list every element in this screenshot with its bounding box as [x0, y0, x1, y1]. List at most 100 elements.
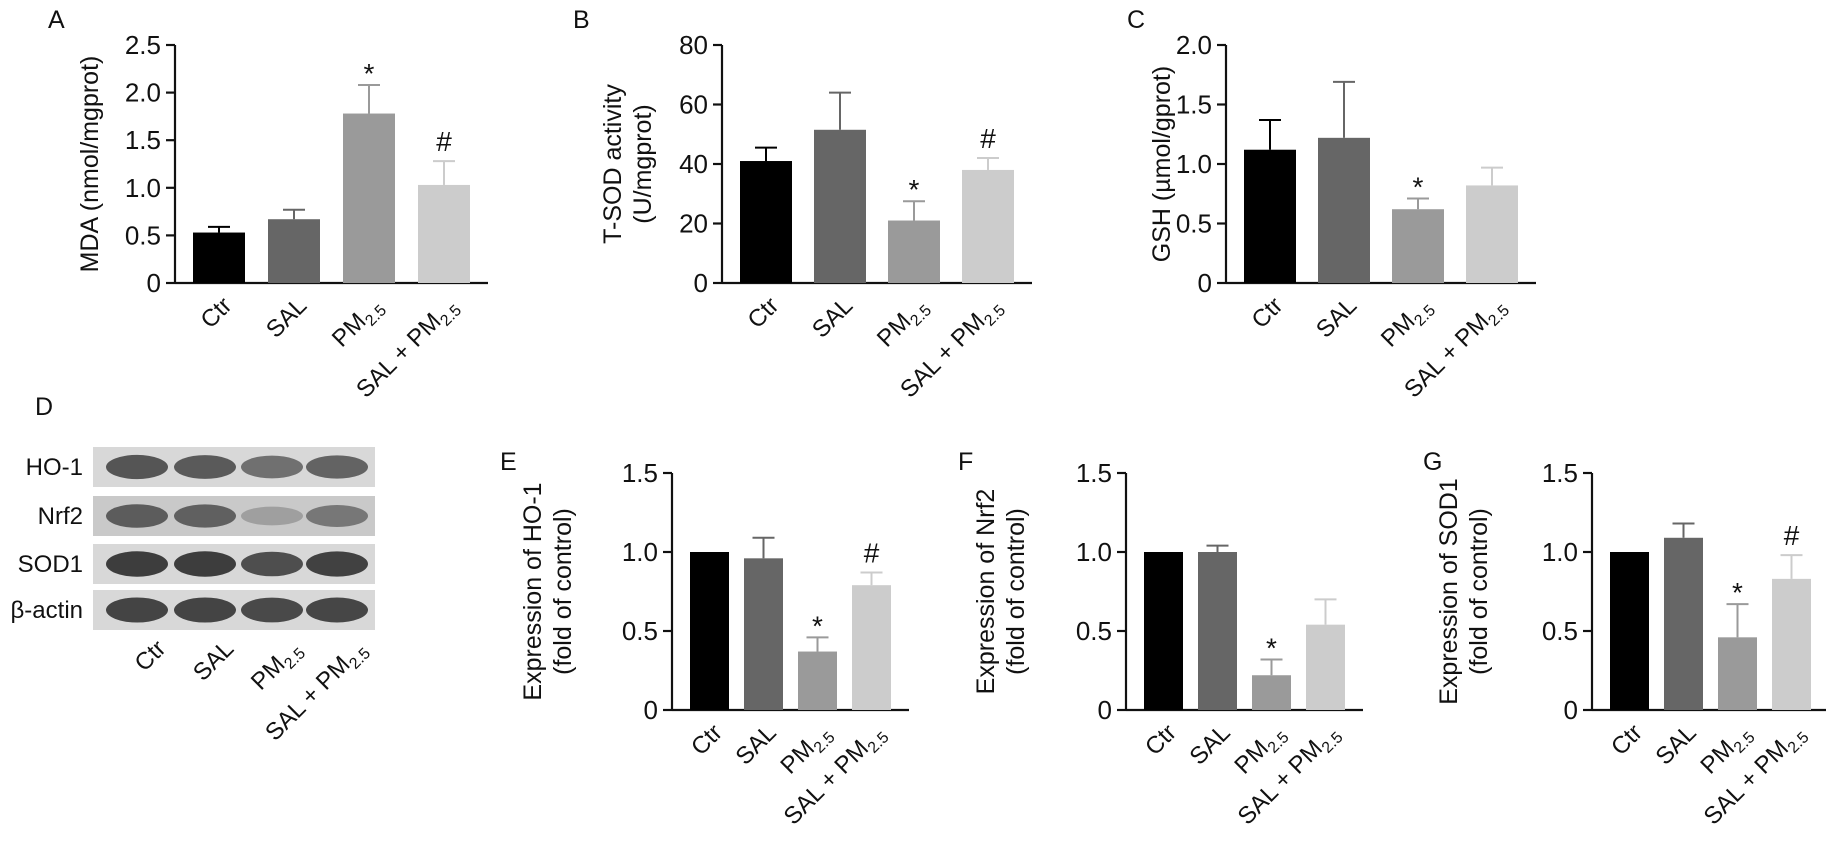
- y-tick-label-B-4: 80: [679, 30, 708, 60]
- y-tick-label-B-0: 0: [694, 268, 708, 298]
- y-tick-label-A-2: 1.0: [125, 173, 161, 203]
- bar-E-3: [852, 585, 891, 710]
- bar-G-0: [1610, 552, 1649, 710]
- category-label-F-0: Ctr: [1140, 719, 1182, 761]
- bar-B-1: [814, 129, 866, 283]
- category-label-B-0: Ctr: [743, 292, 785, 334]
- y-tick-label-A-4: 2.0: [125, 78, 161, 108]
- bar-G-3: [1772, 578, 1811, 710]
- bar-G-1: [1664, 537, 1703, 710]
- y-axis-title-B: T-SOD activity(U/mgprot): [599, 84, 657, 244]
- category-label-B-1: SAL: [807, 292, 858, 343]
- category-label-B-2: PM2.5: [872, 292, 935, 355]
- y-tick-label-F-1: 0.5: [1076, 616, 1112, 646]
- panel-letter-G: G: [1423, 448, 1442, 476]
- y-tick-label-G-1: 0.5: [1542, 616, 1578, 646]
- blot-band-2-0: [106, 551, 168, 577]
- y-axis-title-C: GSH (µmol/gprot): [1148, 66, 1176, 262]
- blot-band-0-0: [106, 454, 168, 480]
- y-tick-label-E-0: 0: [644, 695, 658, 725]
- significance-mark-A-2: *: [364, 58, 375, 89]
- bar-B-3: [962, 169, 1014, 283]
- blot-row-label-1: Nrf2: [38, 503, 83, 530]
- bar-C-3: [1466, 185, 1518, 283]
- bar-E-2: [798, 651, 837, 710]
- panel-letter-E: E: [500, 448, 517, 476]
- blot-band-3-2: [241, 597, 303, 623]
- category-label-C-3: SAL + PM2.5: [1399, 292, 1513, 406]
- bar-C-0: [1244, 149, 1296, 283]
- y-tick-label-E-2: 1.0: [622, 537, 658, 567]
- y-tick-label-G-3: 1.5: [1542, 458, 1578, 488]
- category-label-B-3: SAL + PM2.5: [895, 292, 1009, 406]
- chart-panel-E: E 0 0.5 1.0 1.5 Expression of HO-1(fold of co…: [500, 448, 909, 830]
- y-tick-label-F-0: 0: [1098, 695, 1112, 725]
- chart-panel-B: B 0 20 40 60 80 T-SOD activity(U/mgprot) Ctr SAL…: [573, 6, 1032, 406]
- category-label-D-0: Ctr: [130, 635, 172, 677]
- y-tick-label-E-3: 1.5: [622, 458, 658, 488]
- significance-mark-E-3: #: [864, 538, 880, 569]
- y-tick-label-B-1: 20: [679, 209, 708, 239]
- panel-letter-D: D: [35, 393, 53, 421]
- panel-letter-C: C: [1127, 6, 1145, 34]
- blot-band-0-3: [306, 455, 368, 479]
- category-label-A-3: SAL + PM2.5: [351, 292, 465, 406]
- significance-mark-F-2: *: [1266, 632, 1277, 663]
- blot-band-2-2: [241, 551, 303, 577]
- bar-A-1: [268, 219, 320, 283]
- blot-row-label-0: HO-1: [26, 454, 83, 481]
- y-tick-label-A-3: 1.5: [125, 125, 161, 155]
- bar-A-2: [343, 113, 395, 283]
- y-tick-label-G-2: 1.0: [1542, 537, 1578, 567]
- blot-band-0-1: [174, 455, 236, 479]
- y-tick-label-G-0: 0: [1564, 695, 1578, 725]
- significance-mark-C-2: *: [1413, 172, 1424, 203]
- bar-E-1: [744, 558, 783, 710]
- y-tick-label-E-1: 0.5: [622, 616, 658, 646]
- bar-G-2: [1718, 637, 1757, 710]
- bar-B-0: [740, 161, 792, 283]
- significance-mark-G-3: #: [1784, 520, 1800, 551]
- chart-panel-F: F 0 0.5 1.0 1.5 Expression of Nrf2(fold of co…: [958, 448, 1363, 830]
- y-tick-label-B-2: 40: [679, 149, 708, 179]
- y-tick-label-A-5: 2.5: [125, 30, 161, 60]
- significance-mark-B-3: #: [980, 123, 996, 154]
- category-label-E-0: Ctr: [686, 719, 728, 761]
- category-label-F-1: SAL: [1185, 719, 1236, 770]
- bar-F-3: [1306, 624, 1345, 710]
- significance-mark-B-2: *: [909, 174, 920, 205]
- y-tick-label-B-3: 60: [679, 90, 708, 120]
- blot-band-1-0: [106, 504, 168, 528]
- category-label-C-2: PM2.5: [1376, 292, 1439, 355]
- blot-band-3-3: [306, 597, 368, 623]
- blot-band-2-1: [174, 551, 236, 577]
- blot-band-1-3: [306, 505, 368, 527]
- category-label-A-0: Ctr: [196, 292, 238, 334]
- bar-F-1: [1198, 552, 1237, 710]
- category-label-A-1: SAL: [261, 292, 312, 343]
- bar-F-0: [1144, 552, 1183, 710]
- blot-band-3-0: [106, 597, 168, 623]
- blot-band-1-1: [174, 504, 236, 528]
- category-label-G-0: Ctr: [1606, 719, 1648, 761]
- category-label-C-0: Ctr: [1247, 292, 1289, 334]
- category-label-D-3: SAL + PM2.5: [260, 635, 374, 749]
- y-tick-label-C-2: 1.0: [1176, 149, 1212, 179]
- bar-E-0: [690, 552, 729, 710]
- category-label-D-1: SAL: [188, 635, 239, 686]
- chart-panel-A: A 0 0.5 1.0 1.5 2.0 2.5 MDA (nmol/mgprot) Ctr SAL…: [48, 6, 488, 406]
- y-tick-label-A-0: 0: [147, 268, 161, 298]
- y-tick-label-C-1: 0.5: [1176, 209, 1212, 239]
- category-label-C-1: SAL: [1311, 292, 1362, 343]
- significance-mark-G-2: *: [1732, 577, 1743, 608]
- y-axis-title-F: Expression of Nrf2(fold of control): [972, 489, 1030, 695]
- bar-C-2: [1392, 209, 1444, 283]
- category-label-A-2: PM2.5: [327, 292, 390, 355]
- blot-band-1-2: [241, 506, 303, 526]
- chart-panel-G: G 0 0.5 1.0 1.5 Expression of SOD1(fold of co…: [1423, 448, 1826, 830]
- blot-band-0-2: [241, 455, 303, 479]
- y-tick-label-C-4: 2.0: [1176, 30, 1212, 60]
